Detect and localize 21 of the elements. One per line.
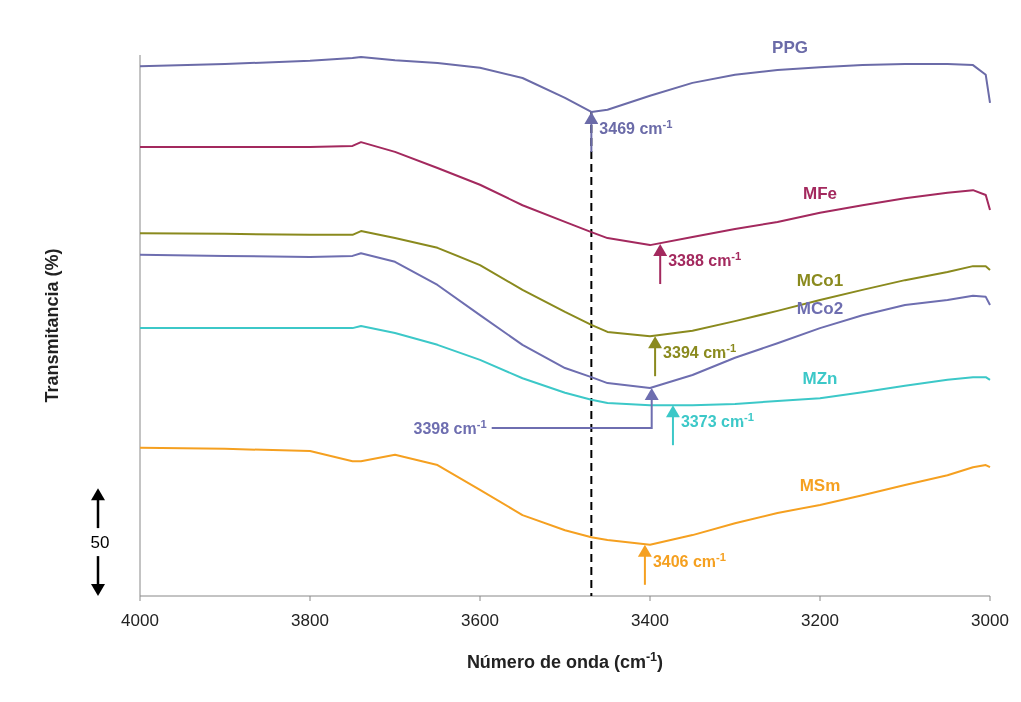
annotation: 3394 cm$^{-1}$	[663, 342, 737, 362]
series-label: MCo1	[796, 271, 844, 291]
x-tick-label: 3200	[801, 611, 839, 630]
x-tick-label: 3400	[631, 611, 669, 630]
annotation: 3469 cm$^{-1}$	[599, 117, 673, 137]
series-label: MSm	[799, 475, 841, 495]
x-tick-label: 3800	[291, 611, 329, 630]
series-label: MFe	[803, 183, 837, 203]
annotation: 3388 cm$^{-1}$	[668, 250, 742, 270]
series-label: MZn	[802, 369, 838, 389]
x-tick-label: 3600	[461, 611, 499, 630]
text: 50	[90, 533, 110, 553]
annotation: 3406 cm$^{-1}$	[652, 550, 727, 570]
series-label: MCo2	[796, 299, 844, 319]
x-tick-label: 4000	[121, 611, 159, 630]
y-axis-title: Transmitancia (%)	[42, 248, 62, 403]
series-label: PPG	[772, 38, 808, 58]
x-tick-label: 3000	[971, 611, 1009, 630]
annotation: 3398 cm$^{-1}$	[413, 417, 487, 437]
annotation: 3373 cm$^{-1}$	[680, 411, 755, 431]
x-axis-title: Número de onda (cm$^{-1}$)	[466, 650, 664, 672]
